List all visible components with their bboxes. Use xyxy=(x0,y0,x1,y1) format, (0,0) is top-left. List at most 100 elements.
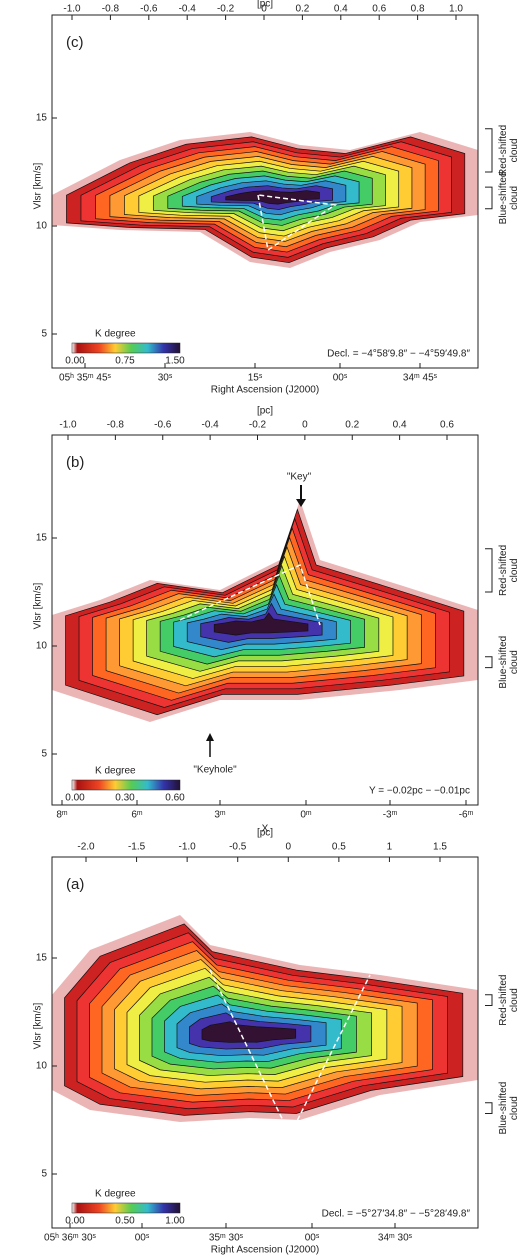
bottom-tick-label: 35ᵐ 30ˢ xyxy=(209,1233,244,1244)
cloud-label: Red-shiftedcloud xyxy=(498,125,520,176)
colorbar-title: K degree xyxy=(95,1189,136,1200)
colorbar-tick-label: 0.00 xyxy=(65,793,85,804)
bottom-tick-label: 3ᵐ xyxy=(214,810,226,821)
top-tick-label: 0.4 xyxy=(334,4,348,15)
colorbar-tick-label: 0.75 xyxy=(115,356,135,367)
colorbar-tick-label: 1.50 xyxy=(165,356,185,367)
key-arrowhead xyxy=(296,499,306,507)
colorbar-title: K degree xyxy=(95,329,136,340)
bottom-tick-label: 00ˢ xyxy=(333,373,348,384)
top-tick-label: 0.2 xyxy=(345,420,359,431)
y-tick-label: 15 xyxy=(36,953,48,964)
top-axis-label: [pc] xyxy=(257,0,273,10)
cloud-label-line: cloud xyxy=(509,186,520,210)
cloud-label: Blue-shiftedcloud xyxy=(498,1082,520,1135)
colorbar xyxy=(71,1202,181,1214)
cloud-label-line: Red-shifted xyxy=(498,975,509,1026)
colorbar-tick-label: 0.00 xyxy=(65,1216,85,1227)
key-label: "Key" xyxy=(287,472,312,483)
y-tick-label: 5 xyxy=(41,749,47,760)
bottom-tick-label: 00ˢ xyxy=(305,1233,320,1244)
top-tick-label: -0.6 xyxy=(154,420,172,431)
bottom-tick-label: 00ˢ xyxy=(135,1233,150,1244)
y-axis-label: Vlsr [km/s] xyxy=(33,162,44,209)
bottom-tick-label: 05ʰ 35ᵐ 45ˢ xyxy=(59,373,111,384)
cloud-label: Blue-shiftedcloud xyxy=(498,636,520,689)
top-tick-label: -0.4 xyxy=(179,4,197,15)
top-tick-label: -2.0 xyxy=(77,842,95,853)
guide-line xyxy=(257,194,338,252)
top-tick-label: 0 xyxy=(286,842,292,853)
bottom-tick-label: 0ᵐ xyxy=(300,810,312,821)
colorbar-title: K degree xyxy=(95,766,136,777)
top-tick-label: 0.5 xyxy=(332,842,346,853)
top-tick-label: -0.2 xyxy=(249,420,267,431)
top-tick-label: -0.5 xyxy=(229,842,247,853)
cloud-label-line: Blue-shifted xyxy=(498,172,509,225)
annotation: Decl. = −5°27′34.8″ − −5°28′49.8″ xyxy=(322,1209,471,1220)
colorbar-tick-label: 0.50 xyxy=(115,1216,135,1227)
keyhole-arrowhead xyxy=(206,733,214,741)
panel-label: (a) xyxy=(66,876,84,893)
guide-line xyxy=(179,563,321,626)
y-tick-label: 15 xyxy=(36,533,48,544)
bottom-tick-label: 30ˢ xyxy=(158,373,173,384)
annotation: Y = −0.02pc − −0.01pc xyxy=(369,786,470,797)
top-tick-label: 0.6 xyxy=(440,420,454,431)
colorbar-tick-label: 1.00 xyxy=(165,1216,185,1227)
y-tick-label: 10 xyxy=(36,221,48,232)
y-tick-label: 10 xyxy=(36,641,48,652)
cloud-label: Red-shiftedcloud xyxy=(498,975,520,1026)
bracket xyxy=(485,1102,493,1115)
top-tick-label: -0.4 xyxy=(202,420,220,431)
top-tick-label: 0 xyxy=(302,420,308,431)
cloud-label-line: cloud xyxy=(509,1096,520,1120)
bracket xyxy=(485,656,493,669)
contour xyxy=(225,190,320,205)
bottom-axis-label: X xyxy=(262,824,269,835)
cloud-label-line: cloud xyxy=(509,138,520,162)
bottom-tick-label: 8ᵐ xyxy=(56,810,68,821)
top-tick-label: -1.5 xyxy=(128,842,146,853)
top-tick-label: -1.0 xyxy=(59,420,77,431)
y-axis-label: Vlsr [km/s] xyxy=(33,582,44,629)
y-axis-label: Vlsr [km/s] xyxy=(33,1002,44,1049)
bottom-tick-label: 34ᵐ 45ˢ xyxy=(403,373,438,384)
colorbar-tick-label: 0.30 xyxy=(115,793,135,804)
panel-label: (b) xyxy=(66,454,84,471)
plot-frame xyxy=(51,856,479,1229)
top-tick-label: 0.4 xyxy=(393,420,407,431)
cloud-label: Red-shiftedcloud xyxy=(498,545,520,596)
bracket xyxy=(485,186,493,210)
top-tick-label: -0.8 xyxy=(102,4,120,15)
cloud-label-line: Red-shifted xyxy=(498,125,509,176)
colorbar xyxy=(71,779,181,791)
panel-label: (c) xyxy=(66,34,84,51)
colorbar-tick-label: 0.60 xyxy=(165,793,185,804)
cloud-label-line: cloud xyxy=(509,988,520,1012)
bracket xyxy=(485,994,493,1007)
contour xyxy=(213,612,309,636)
bottom-tick-label: 15ˢ xyxy=(248,373,263,384)
cloud-label-line: cloud xyxy=(509,650,520,674)
colorbar-tick-label: 0.00 xyxy=(65,356,85,367)
cloud-label-line: cloud xyxy=(509,558,520,582)
y-tick-label: 10 xyxy=(36,1061,48,1072)
cloud-label-line: Blue-shifted xyxy=(498,1082,509,1135)
bottom-tick-label: 6ᵐ xyxy=(131,810,143,821)
contour xyxy=(201,1021,297,1043)
bottom-tick-label: 05ʰ 36ᵐ 30ˢ xyxy=(44,1233,96,1244)
top-tick-label: 1.0 xyxy=(449,4,463,15)
top-tick-label: 0.8 xyxy=(411,4,425,15)
y-tick-label: 5 xyxy=(41,1169,47,1180)
top-axis-label: [pc] xyxy=(257,406,273,417)
bottom-axis-label: Right Ascension (J2000) xyxy=(211,385,319,396)
bracket xyxy=(485,128,493,173)
top-tick-label: 1 xyxy=(387,842,393,853)
top-tick-label: -0.2 xyxy=(217,4,235,15)
bottom-tick-label: 34ᵐ 30ˢ xyxy=(378,1233,413,1244)
top-tick-label: 0.2 xyxy=(295,4,309,15)
keyhole-label: "Keyhole" xyxy=(193,765,237,776)
cloud-label: Blue-shiftedcloud xyxy=(498,172,520,225)
